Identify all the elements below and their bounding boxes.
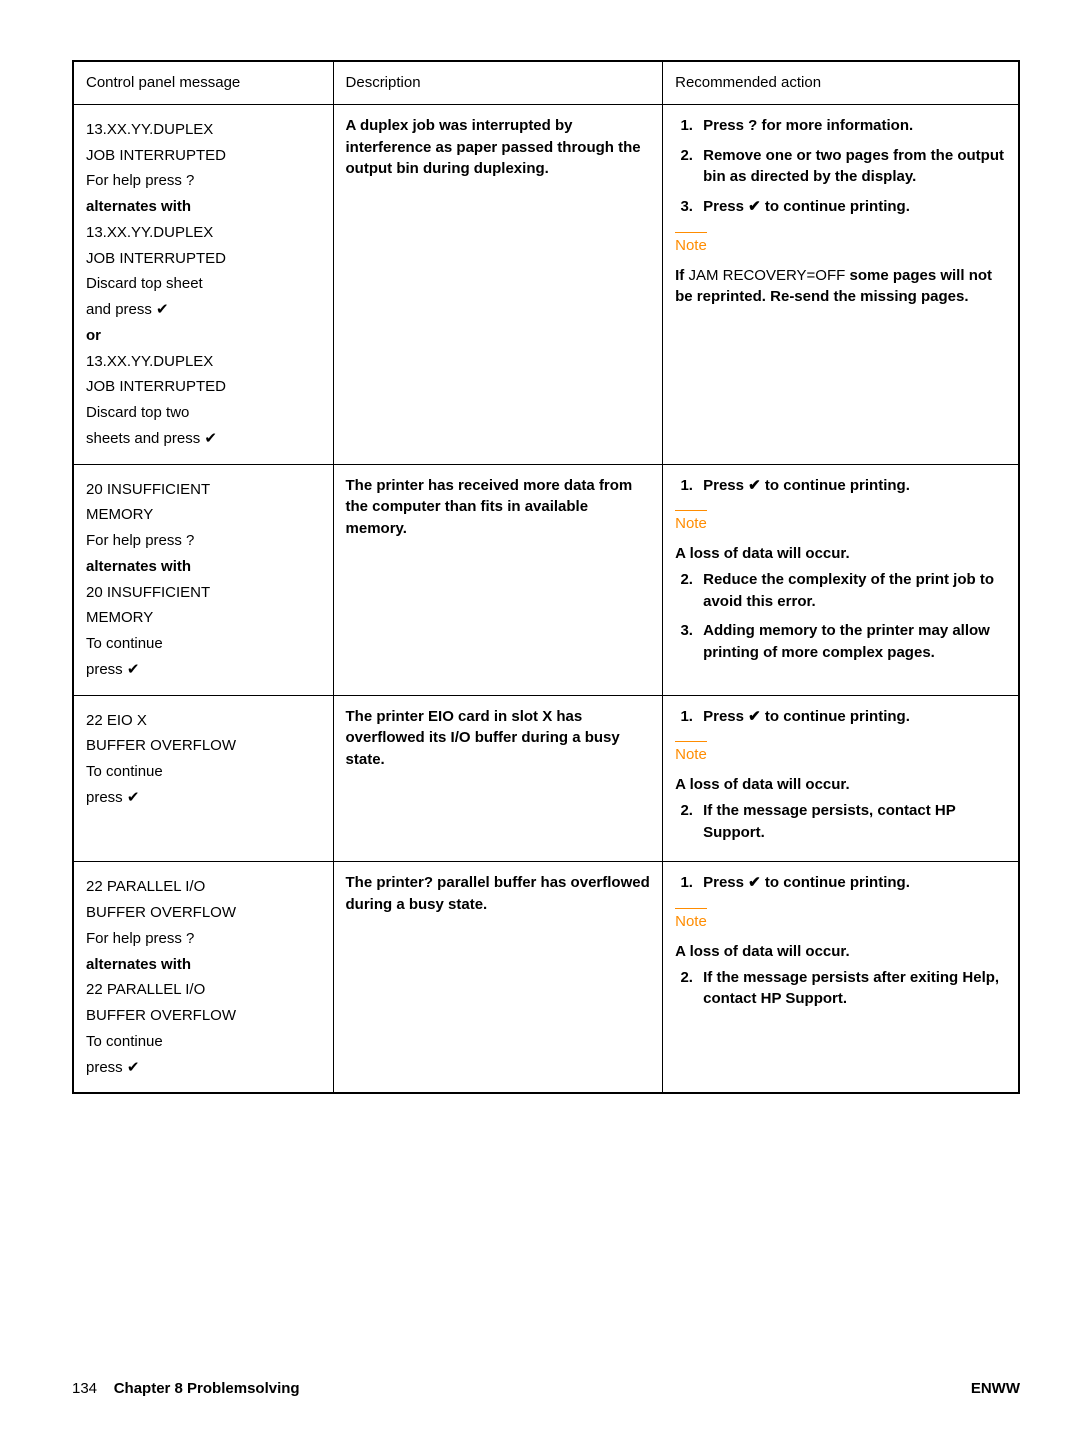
action-list-2: If the message persists after exiting He… xyxy=(675,967,1006,1011)
cpm-line: 13.XX.YY.DUPLEX xyxy=(86,222,321,244)
action-item: Press ✔ to continue printing. xyxy=(697,196,1006,218)
cpm-line: press ✔ xyxy=(86,1057,321,1079)
cpm-line: BUFFER OVERFLOW xyxy=(86,735,321,757)
cpm-line: Discard top sheet xyxy=(86,273,321,295)
cpm-cell: 22 EIO X BUFFER OVERFLOW To continue press … xyxy=(73,695,333,862)
post-line: If JAM RECOVERY=OFF some pages will not … xyxy=(675,265,1006,309)
cpm-line: JOB INTERRUPTED xyxy=(86,145,321,167)
action-list: Press ✔ to continue printing. xyxy=(675,706,1006,728)
action-item: Press ✔ to continue printing. xyxy=(697,706,1006,728)
cpm-line: BUFFER OVERFLOW xyxy=(86,1005,321,1027)
cpm-cell: 13.XX.YY.DUPLEX JOB INTERRUPTED For help p… xyxy=(73,104,333,464)
action-cell: Press ✔ to continue printing. Note A loss … xyxy=(663,862,1019,1094)
cpm-line: 20 INSUFFICIENT xyxy=(86,582,321,604)
action-cell: Press ✔ to continue printing. Note A loss … xyxy=(663,695,1019,862)
cpm-line: press ✔ xyxy=(86,787,321,809)
action-item: Press ? for more information. xyxy=(697,115,1006,137)
cpm-line: 22 PARALLEL I/O xyxy=(86,979,321,1001)
chapter-title: Chapter 8 Problemsolving xyxy=(114,1380,300,1397)
cpm-cell: 22 PARALLEL I/O BUFFER OVERFLOW For help p… xyxy=(73,862,333,1094)
footer-right: ENWW xyxy=(971,1380,1020,1397)
cpm-line: and press ✔ xyxy=(86,299,321,321)
cpm-line: alternates with xyxy=(86,954,321,976)
page-footer: 134 Chapter 8 Problemsolving ENWW xyxy=(72,1380,1020,1397)
col-header-cpm: Control panel message xyxy=(73,61,333,104)
table-row: 22 EIO X BUFFER OVERFLOW To continue press … xyxy=(73,695,1019,862)
desc-cell: The printer EIO card in slot X has overf… xyxy=(333,695,663,862)
action-item: If the message persists, contact HP Supp… xyxy=(697,800,1006,844)
cpm-cell: 20 INSUFFICIENT MEMORY For help press ? alt… xyxy=(73,464,333,695)
cpm-line: To continue xyxy=(86,1031,321,1053)
action-list: Press ? for more information. Remove one … xyxy=(675,115,1006,218)
cpm-line: MEMORY xyxy=(86,607,321,629)
desc-cell: The printer has received more data from … xyxy=(333,464,663,695)
action-item: Reduce the complexity of the print job t… xyxy=(697,569,1006,613)
cpm-line: JOB INTERRUPTED xyxy=(86,248,321,270)
cpm-line: 13.XX.YY.DUPLEX xyxy=(86,119,321,141)
desc-cell: A duplex job was interrupted by interfer… xyxy=(333,104,663,464)
cpm-line: JOB INTERRUPTED xyxy=(86,376,321,398)
cpm-line: 13.XX.YY.DUPLEX xyxy=(86,351,321,373)
cpm-line: 20 INSUFFICIENT xyxy=(86,479,321,501)
table-header-row: Control panel message Description Recomm… xyxy=(73,61,1019,104)
cpm-line: sheets and press ✔ xyxy=(86,428,321,450)
cpm-line: alternates with xyxy=(86,196,321,218)
cpm-line: alternates with xyxy=(86,556,321,578)
col-header-desc: Description xyxy=(333,61,663,104)
note-label: Note xyxy=(675,908,707,933)
page: Control panel message Description Recomm… xyxy=(0,0,1080,1437)
action-list-2: Reduce the complexity of the print job t… xyxy=(675,569,1006,664)
cpm-line: press ✔ xyxy=(86,659,321,681)
table-row: 13.XX.YY.DUPLEX JOB INTERRUPTED For help p… xyxy=(73,104,1019,464)
action-list: Press ✔ to continue printing. xyxy=(675,872,1006,894)
cpm-line: MEMORY xyxy=(86,504,321,526)
action-item: Press ✔ to continue printing. xyxy=(697,872,1006,894)
note-label: Note xyxy=(675,232,707,257)
cpm-line: For help press ? xyxy=(86,170,321,192)
cpm-line: 22 PARALLEL I/O xyxy=(86,876,321,898)
action-item: Press ✔ to continue printing. xyxy=(697,475,1006,497)
desc-cell: The printer? parallel buffer has overflo… xyxy=(333,862,663,1094)
table-row: 20 INSUFFICIENT MEMORY For help press ? alt… xyxy=(73,464,1019,695)
action-cell: Press ✔ to continue printing. Note A loss … xyxy=(663,464,1019,695)
cpm-line: Discard top two xyxy=(86,402,321,424)
footer-left: 134 Chapter 8 Problemsolving xyxy=(72,1380,300,1397)
cpm-line: 22 EIO X xyxy=(86,710,321,732)
cpm-line: For help press ? xyxy=(86,530,321,552)
col-header-action: Recommended action xyxy=(663,61,1019,104)
cpm-line: or xyxy=(86,325,321,347)
page-number: 134 xyxy=(72,1380,97,1397)
messages-table: Control panel message Description Recomm… xyxy=(72,60,1020,1094)
cpm-line: BUFFER OVERFLOW xyxy=(86,902,321,924)
action-item: If the message persists after exiting He… xyxy=(697,967,1006,1011)
table-row: 22 PARALLEL I/O BUFFER OVERFLOW For help p… xyxy=(73,862,1019,1094)
note-label: Note xyxy=(675,510,707,535)
action-list: Press ✔ to continue printing. xyxy=(675,475,1006,497)
cpm-line: For help press ? xyxy=(86,928,321,950)
action-item: Remove one or two pages from the output … xyxy=(697,145,1006,189)
cpm-line: To continue xyxy=(86,633,321,655)
action-cell: Press ? for more information. Remove one … xyxy=(663,104,1019,464)
note-text: A loss of data will occur. xyxy=(675,774,1006,796)
note-text: A loss of data will occur. xyxy=(675,543,1006,565)
note-text: A loss of data will occur. xyxy=(675,941,1006,963)
note-label: Note xyxy=(675,741,707,766)
action-item: Adding memory to the printer may allow p… xyxy=(697,620,1006,664)
cpm-line: To continue xyxy=(86,761,321,783)
action-list-2: If the message persists, contact HP Supp… xyxy=(675,800,1006,844)
